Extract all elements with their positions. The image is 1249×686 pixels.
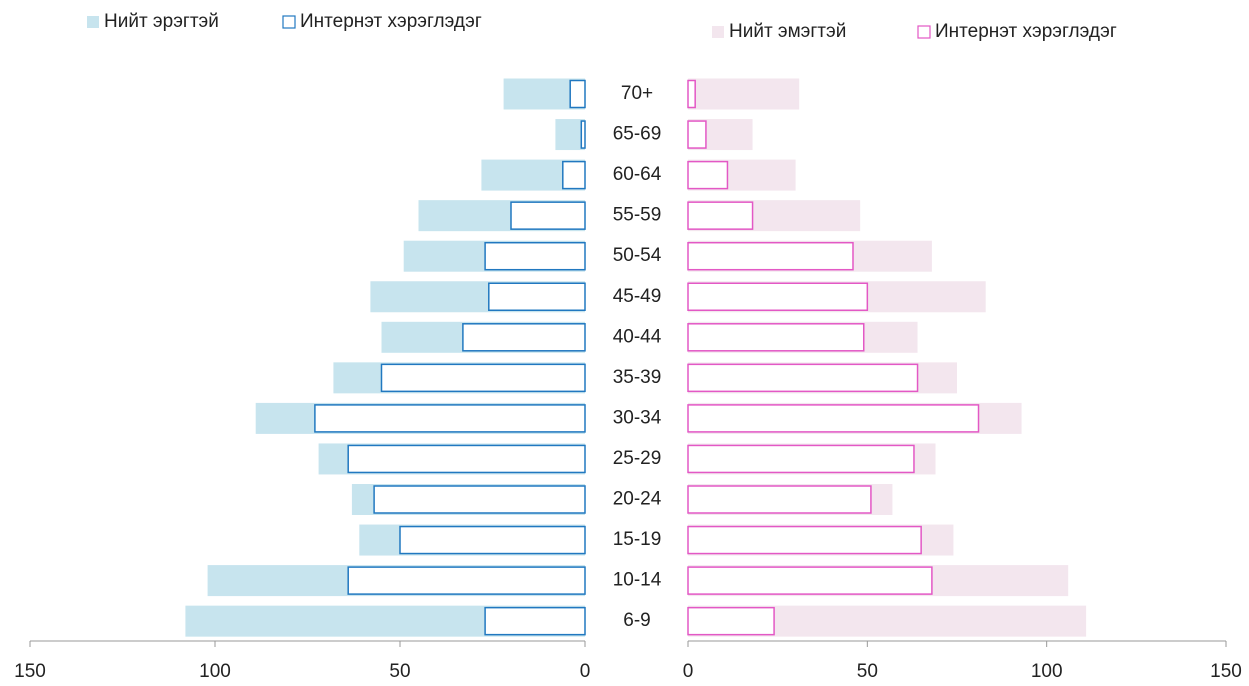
bar — [687, 444, 915, 474]
bar — [562, 160, 586, 190]
legend-label: Интернэт хэрэглэдэг — [935, 21, 1117, 42]
category-label: 20-24 — [613, 489, 662, 510]
bar — [462, 323, 586, 352]
category-label: 55-59 — [613, 205, 662, 226]
bar — [688, 78, 800, 110]
bar — [510, 201, 586, 230]
category-label: 30-34 — [613, 407, 662, 428]
x-tick-label: 50 — [857, 661, 878, 682]
x-tick-label: 0 — [683, 661, 694, 682]
bar — [687, 485, 872, 514]
bar — [555, 119, 585, 151]
legend-label: Нийт эмэгтэй — [729, 21, 846, 42]
legend-swatch — [87, 16, 99, 28]
bar — [373, 485, 586, 514]
x-tick-label: 150 — [1210, 661, 1242, 682]
bar — [484, 241, 586, 271]
bar — [484, 606, 586, 636]
category-label: 40-44 — [613, 326, 662, 347]
category-label: 15-19 — [613, 529, 662, 550]
bar — [347, 566, 586, 595]
bar — [314, 404, 586, 433]
legend-swatch — [712, 26, 724, 38]
legend-label: Интернэт хэрэглэдэг — [300, 11, 482, 32]
x-tick-label: 50 — [389, 661, 410, 682]
bar — [488, 282, 586, 311]
x-tick-label: 100 — [199, 661, 231, 682]
legend-swatch — [282, 15, 296, 29]
bar — [687, 566, 933, 595]
legend-label: Нийт эрэгтэй — [104, 11, 219, 32]
bar — [687, 363, 919, 393]
bar — [687, 120, 707, 149]
category-label: 25-29 — [613, 448, 662, 469]
bar — [399, 525, 586, 555]
bar — [347, 444, 586, 474]
bar — [687, 160, 729, 190]
category-label: 65-69 — [613, 124, 662, 145]
x-tick-label: 100 — [1031, 661, 1063, 682]
category-label: 45-49 — [613, 286, 662, 307]
bar — [580, 120, 586, 149]
category-label: 60-64 — [613, 164, 662, 185]
category-label: 70+ — [621, 83, 653, 104]
bar — [569, 79, 586, 109]
bar — [687, 201, 754, 230]
category-label: 50-54 — [613, 245, 662, 266]
legend-swatch — [917, 25, 931, 39]
bar — [687, 323, 865, 352]
category-label: 10-14 — [613, 570, 662, 591]
bar — [687, 282, 869, 311]
category-label: 6-9 — [623, 610, 650, 631]
x-tick-label: 150 — [14, 661, 46, 682]
bar — [687, 241, 854, 271]
bar — [687, 525, 922, 555]
bar — [687, 404, 980, 433]
bar — [687, 79, 696, 109]
category-label: 35-39 — [613, 367, 662, 388]
bar — [380, 363, 586, 393]
bar — [687, 606, 775, 636]
x-tick-label: 0 — [580, 661, 591, 682]
